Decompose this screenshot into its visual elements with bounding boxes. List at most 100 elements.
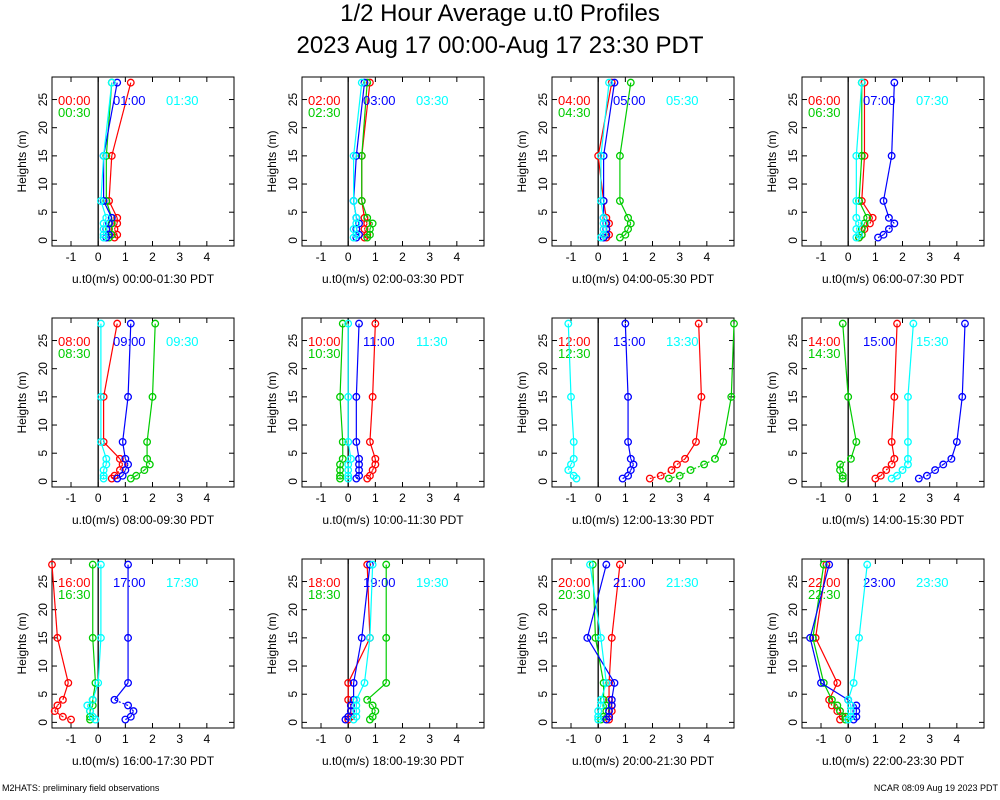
series-line-segment xyxy=(372,323,376,397)
series-line-segment xyxy=(942,458,952,465)
profile-panel: -1 0 1 2 3 4 0 5 10 15 20 25 u.t0(m/s) 12:00-13:30 P… xyxy=(515,317,738,527)
x-tick-label: 2 xyxy=(149,491,156,505)
data-point xyxy=(338,454,347,463)
data-point xyxy=(876,471,885,480)
x-tick-label: 3 xyxy=(176,491,183,505)
x-tick-label: 1 xyxy=(872,732,879,746)
y-tick-label: 20 xyxy=(786,603,800,617)
data-point xyxy=(852,712,861,721)
data-point xyxy=(686,466,695,475)
y-tick-label: 10 xyxy=(286,177,300,191)
data-point xyxy=(113,319,122,328)
legend-label: 22:30 xyxy=(808,587,841,602)
y-tick-label: 5 xyxy=(786,450,800,457)
data-point xyxy=(890,78,899,87)
y-tick-label: 25 xyxy=(36,334,50,348)
x-tick-label: 2 xyxy=(899,732,906,746)
footer-left-note: M2HATS: preliminary field observations xyxy=(2,783,160,793)
data-point xyxy=(855,633,863,642)
data-point xyxy=(914,474,923,483)
data-point xyxy=(586,560,594,569)
data-point xyxy=(99,233,108,242)
x-tick-label: -1 xyxy=(566,732,577,746)
data-point xyxy=(124,392,133,401)
data-point xyxy=(344,471,353,480)
x-tick-label: 3 xyxy=(426,491,433,505)
data-point xyxy=(349,196,358,205)
data-point xyxy=(88,633,97,642)
series-line-segment xyxy=(676,458,686,465)
data-point xyxy=(107,213,116,222)
data-point xyxy=(124,678,133,687)
x-tick-label: 1 xyxy=(872,491,879,505)
y-tick-label: 20 xyxy=(36,362,50,376)
data-point xyxy=(113,213,122,222)
data-point xyxy=(596,151,605,160)
profile-panel: -1 0 1 2 3 4 0 5 10 15 20 25 u.t0(m/s) 00:00-01:30 P… xyxy=(15,76,235,286)
series-line-segment xyxy=(888,223,895,230)
data-point xyxy=(596,701,605,710)
data-point xyxy=(846,712,855,721)
data-point xyxy=(887,437,896,446)
series-line-segment xyxy=(353,637,363,684)
x-tick-label: 0 xyxy=(345,732,352,746)
data-point xyxy=(817,678,825,687)
profile-panel: -1 0 1 2 3 4 0 5 10 15 20 25 u.t0(m/s) 20:00-21:30 P… xyxy=(515,558,735,768)
series-line-segment xyxy=(853,637,860,684)
series-line-segment xyxy=(812,637,825,684)
y-tick-label: 15 xyxy=(786,149,800,163)
y-tick-label: 15 xyxy=(286,631,300,645)
x-tick-label: -1 xyxy=(566,491,577,505)
data-point xyxy=(382,678,391,687)
x-tick-label: 0 xyxy=(595,250,602,264)
legend-label: 19:30 xyxy=(416,575,449,590)
series-line-segment xyxy=(361,564,371,638)
y-tick-label: 25 xyxy=(286,575,300,589)
y-tick-label: 10 xyxy=(286,418,300,432)
data-point xyxy=(115,454,124,463)
data-point xyxy=(355,319,363,328)
series-line-segment xyxy=(690,463,705,471)
series-line-segment xyxy=(366,564,371,638)
data-point xyxy=(96,196,105,205)
data-point xyxy=(857,151,866,160)
series-line-segment xyxy=(831,699,838,706)
data-point xyxy=(605,78,613,87)
series-line-segment xyxy=(119,464,124,471)
series-line-segment xyxy=(814,564,828,638)
plot-frame xyxy=(51,76,235,247)
series-line-segment xyxy=(624,323,629,397)
series-line-segment xyxy=(143,464,151,471)
x-tick-label: 1 xyxy=(122,250,129,264)
y-tick-label: 0 xyxy=(36,478,50,485)
series-line-segment xyxy=(907,323,914,397)
y-tick-label: 20 xyxy=(786,121,800,135)
legend-label: 04:00 xyxy=(558,93,591,108)
y-tick-label: 25 xyxy=(786,334,800,348)
data-point xyxy=(344,678,353,687)
data-point xyxy=(99,230,108,239)
y-tick-label: 20 xyxy=(286,121,300,135)
y-axis-label: Heights (m) xyxy=(515,612,529,674)
x-tick-label: 2 xyxy=(399,732,406,746)
x-tick-label: -1 xyxy=(566,250,577,264)
y-tick-label: 20 xyxy=(536,121,550,135)
series-line-segment xyxy=(108,217,113,224)
series-line-segment xyxy=(877,234,884,239)
x-tick-label: -1 xyxy=(816,250,827,264)
data-point xyxy=(567,392,575,401)
x-axis-label: u.t0(m/s) 06:00-07:30 PDT xyxy=(822,272,965,286)
x-tick-label: 4 xyxy=(703,732,710,746)
y-tick-label: 10 xyxy=(786,177,800,191)
y-axis-label: Heights (m) xyxy=(265,371,279,433)
data-point xyxy=(849,678,858,687)
data-point xyxy=(844,695,853,704)
legend-label: 00:30 xyxy=(58,105,91,120)
x-tick-label: 2 xyxy=(149,732,156,746)
data-point xyxy=(336,392,344,401)
data-point xyxy=(811,633,820,642)
data-point xyxy=(599,230,608,239)
y-axis-label: Heights (m) xyxy=(265,612,279,674)
series-line-segment xyxy=(961,323,966,397)
series-line-segment xyxy=(97,637,102,683)
